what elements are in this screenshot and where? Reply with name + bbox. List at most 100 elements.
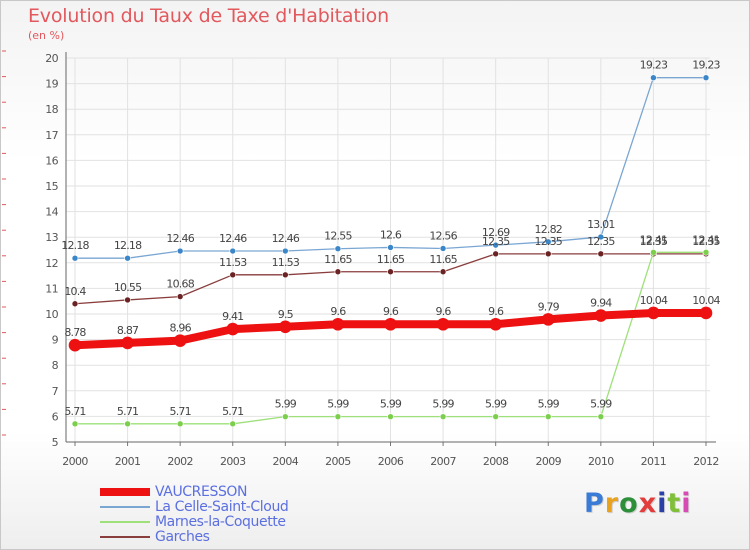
data-label: 5.99 xyxy=(327,398,349,411)
data-label: 9.79 xyxy=(538,300,560,313)
data-point xyxy=(387,268,394,276)
data-label: 12.41 xyxy=(692,233,720,246)
data-point xyxy=(331,317,345,331)
data-label: 10.04 xyxy=(692,294,720,307)
data-point xyxy=(176,293,184,300)
data-label: 12.6 xyxy=(380,228,402,241)
legend-swatch xyxy=(100,536,150,538)
y-tick-label: 9 xyxy=(52,334,59,347)
brand-letter: t xyxy=(667,488,682,519)
data-point xyxy=(544,238,552,246)
legend-swatch xyxy=(100,488,150,496)
grid xyxy=(66,57,710,443)
data-point xyxy=(334,268,342,276)
data-point xyxy=(334,245,342,253)
brand-letter: i xyxy=(657,488,668,519)
brand-letter: P xyxy=(584,488,605,519)
y-tick-label: 7 xyxy=(52,385,59,398)
data-point xyxy=(597,413,605,420)
x-tick-label: 2000 xyxy=(62,455,88,468)
data-label: 5.99 xyxy=(538,398,560,411)
data-point xyxy=(492,250,499,258)
data-label: 10.68 xyxy=(166,278,194,291)
chart-subtitle: (en %) xyxy=(28,29,65,42)
data-point xyxy=(597,250,605,258)
data-label: 8.78 xyxy=(64,326,86,339)
data-label: 5.99 xyxy=(485,398,507,411)
data-label: 12.18 xyxy=(114,239,142,252)
data-point xyxy=(544,250,552,258)
data-label: 5.99 xyxy=(275,398,297,411)
x-tick-label: 2005 xyxy=(325,455,351,468)
y-tick-label: 6 xyxy=(52,410,59,423)
data-point xyxy=(229,420,237,428)
data-label: 12.82 xyxy=(535,223,563,236)
data-label: 12.35 xyxy=(482,235,510,248)
y-tick-label: 15 xyxy=(45,180,58,193)
data-point xyxy=(226,322,240,336)
data-label: 19.23 xyxy=(640,59,668,72)
data-label: 9.41 xyxy=(222,310,243,323)
data-label: 9.6 xyxy=(330,305,346,318)
data-label: 12.35 xyxy=(692,235,720,248)
data-point xyxy=(541,313,555,326)
data-label: 10.55 xyxy=(114,281,142,294)
legend-item: VAUCRESSON xyxy=(100,484,360,500)
data-point xyxy=(699,306,713,320)
data-label: 5.71 xyxy=(64,405,85,418)
data-label: 13.01 xyxy=(587,218,615,231)
data-label: 5.99 xyxy=(380,398,402,411)
legend-label: Garches xyxy=(155,529,210,545)
data-point xyxy=(124,296,131,304)
data-point xyxy=(387,413,394,420)
x-tick-label: 2010 xyxy=(588,455,614,468)
data-label: 10.4 xyxy=(64,285,86,298)
data-point xyxy=(597,233,605,241)
brand-letter: o xyxy=(619,488,639,519)
legend-item: Garches xyxy=(100,529,360,545)
data-label: 12.55 xyxy=(324,230,352,243)
data-point xyxy=(650,249,657,256)
data-point xyxy=(121,336,134,350)
data-label: 9.94 xyxy=(590,297,612,310)
y-tick-label: 20 xyxy=(45,52,58,65)
data-point xyxy=(176,420,184,428)
data-label: 11.65 xyxy=(429,253,457,266)
data-point xyxy=(124,420,131,428)
data-point xyxy=(71,300,79,308)
data-label: 11.53 xyxy=(219,256,247,269)
data-point xyxy=(282,271,289,279)
brand-letter: x xyxy=(638,488,658,519)
data-label: 11.65 xyxy=(324,253,352,266)
data-point xyxy=(71,254,79,262)
legend-swatch xyxy=(100,506,150,508)
x-tick-label: 2008 xyxy=(483,455,509,468)
legend-swatch xyxy=(100,521,150,523)
brand-logo: Proxiti xyxy=(584,488,692,519)
y-tick-label: 10 xyxy=(45,308,58,321)
data-point xyxy=(387,244,394,251)
data-label: 10.04 xyxy=(640,294,668,307)
data-point xyxy=(229,271,237,279)
y-tick-label: 19 xyxy=(45,78,58,91)
y-tick-label: 8 xyxy=(52,359,59,372)
legend-label: VAUCRESSON xyxy=(155,484,248,500)
data-label: 5.71 xyxy=(117,405,138,418)
data-point xyxy=(492,241,499,249)
data-point xyxy=(439,413,447,420)
x-tick-label: 2007 xyxy=(430,455,456,468)
data-label: 11.65 xyxy=(377,253,405,266)
x-tick-label: 2003 xyxy=(220,455,246,468)
data-label: 8.96 xyxy=(170,322,192,335)
data-point xyxy=(702,74,710,82)
data-label: 12.35 xyxy=(640,235,668,248)
data-point xyxy=(229,247,237,255)
data-label: 12.46 xyxy=(166,232,194,245)
data-point xyxy=(544,413,552,420)
data-label: 12.35 xyxy=(535,235,563,248)
data-label: 12.69 xyxy=(482,226,510,239)
data-label: 11.53 xyxy=(272,256,300,269)
x-tick-label: 2002 xyxy=(167,455,193,468)
data-point xyxy=(282,247,289,255)
